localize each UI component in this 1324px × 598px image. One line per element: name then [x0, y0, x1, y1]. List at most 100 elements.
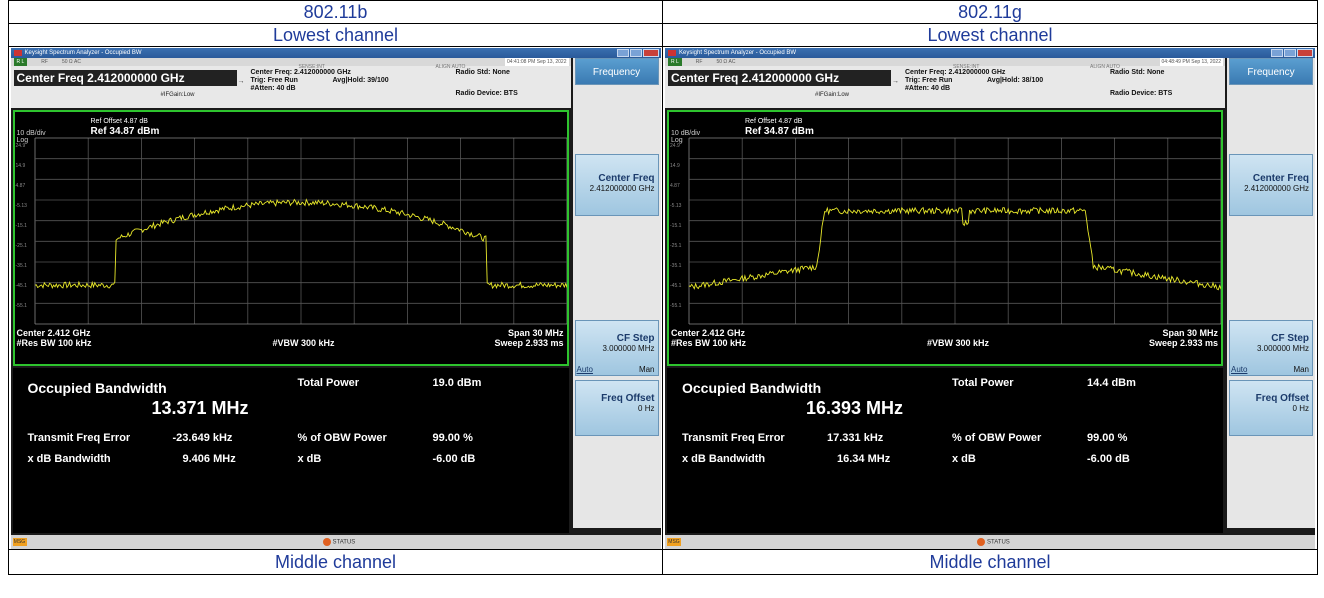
- xdb-bw-label: x dB Bandwidth: [682, 453, 766, 465]
- rf-indicator: RF: [41, 59, 48, 65]
- obw-pct-value: 99.00 %: [432, 432, 473, 444]
- radio-std: Radio Std: None: [455, 69, 510, 76]
- window-controls: [616, 49, 659, 57]
- maximize-icon[interactable]: [629, 49, 642, 57]
- app-logo-icon: [668, 50, 676, 56]
- tfe-value: -23.649 kHz: [172, 432, 233, 444]
- center-freq-info: Center Freq: 2.412000000 GHz: [250, 69, 351, 76]
- window-titlebar: Keysight Spectrum Analyzer - Occupied BW: [665, 48, 1315, 58]
- ref-offset: Ref Offset 4.87 dB: [745, 118, 803, 125]
- scale-type: Log: [16, 137, 29, 144]
- total-power-value: 19.0 dBm: [432, 377, 482, 389]
- results-table: 802.11b 802.11g Lowest channel Lowest ch…: [8, 0, 1318, 575]
- status-button[interactable]: STATUS: [322, 538, 356, 546]
- y-tick-label: 4.87: [15, 183, 26, 189]
- total-power-label: Total Power: [952, 377, 1014, 389]
- settings-info-panel: Center Freq 2.412000000 GHz → #IFGain:Lo…: [10, 64, 571, 108]
- ifgain-label: #IFGain:Low: [815, 92, 850, 98]
- radio-device: Radio Device: BTS: [455, 90, 518, 97]
- y-tick-label: -45.1: [670, 283, 682, 289]
- vbw-label: #VBW 300 kHz: [272, 338, 335, 348]
- cf-step-softkey-value: 3.000000 MHz: [1256, 344, 1309, 353]
- xdb-label: x dB: [297, 453, 322, 465]
- window-controls: [1271, 49, 1313, 57]
- freq-offset-softkey-value: 0 Hz: [1292, 404, 1309, 413]
- window-titlebar: Keysight Spectrum Analyzer - Occupied BW: [10, 48, 661, 58]
- sweep-settings: SENSE:INT ALIGN AUTO Center Freq: 2.4120…: [905, 64, 1120, 93]
- xdb-bw-label: x dB Bandwidth: [27, 453, 111, 465]
- center-freq-box[interactable]: Center Freq 2.412000000 GHz: [13, 70, 237, 86]
- cf-step-softkey[interactable]: CF Step 3.000000 MHz Auto Man: [574, 320, 659, 376]
- trig-info: Trig: Free Run: [250, 77, 298, 84]
- spectrum-plot: [34, 137, 567, 325]
- cf-step-auto[interactable]: Auto: [1231, 365, 1248, 374]
- right-screenshot-cell: Keysight Spectrum Analyzer - Occupied BW…: [662, 46, 1318, 550]
- softkey-panel: Frequency Center Freq 2.412000000 GHz CF…: [572, 58, 661, 528]
- y-tick-label: 14.9: [15, 163, 26, 169]
- scale-per-div: 10 dB/div: [16, 130, 46, 137]
- ref-offset: Ref Offset 4.87 dB: [90, 118, 148, 125]
- settings-info-panel: Center Freq 2.412000000 GHz → #IFGain:Lo…: [665, 64, 1225, 108]
- sweep-label: Sweep 2.933 ms: [1148, 338, 1218, 348]
- freq-offset-softkey[interactable]: Freq Offset 0 Hz: [574, 380, 659, 436]
- spectrum-analyzer-right: Keysight Spectrum Analyzer - Occupied BW…: [665, 48, 1315, 549]
- minimize-icon[interactable]: [1271, 49, 1283, 57]
- minimize-icon[interactable]: [616, 49, 629, 57]
- y-tick-label: -5.13: [15, 203, 27, 209]
- cf-step-softkey[interactable]: CF Step 3.000000 MHz Auto Man: [1229, 320, 1313, 376]
- center-freq-box[interactable]: Center Freq 2.412000000 GHz: [668, 70, 891, 86]
- right-channel-header: Lowest channel: [662, 23, 1318, 47]
- xdb-value: -6.00 dB: [1087, 453, 1130, 465]
- trig-info: Trig: Free Run: [905, 77, 953, 84]
- close-icon[interactable]: [1297, 49, 1313, 57]
- instrument-status-row: R L RF 50 Ω AC 04:48:49 PM Sep 13, 2022: [665, 58, 1225, 66]
- center-freq-softkey[interactable]: Center Freq 2.412000000 GHz: [1229, 154, 1313, 216]
- y-tick-label: -25.1: [15, 243, 27, 249]
- radio-device: Radio Device: BTS: [1110, 90, 1173, 97]
- sense-label: SENSE:INT: [298, 64, 325, 70]
- msg-indicator[interactable]: MSG: [12, 538, 27, 546]
- center-freq-info: Center Freq: 2.412000000 GHz: [905, 69, 1006, 76]
- obw-pct-value: 99.00 %: [1087, 432, 1128, 444]
- arrow-icon: →: [237, 78, 245, 85]
- y-tick-label: -15.1: [670, 223, 682, 229]
- maximize-icon[interactable]: [1284, 49, 1296, 57]
- xdb-value: -6.00 dB: [432, 453, 476, 465]
- rf-indicator: RF: [695, 59, 703, 65]
- bottom-status-bar: MSG STATUS: [10, 535, 661, 549]
- avg-hold-info: Avg|Hold: 38/100: [987, 77, 1044, 84]
- y-tick-label: -35.1: [670, 263, 682, 269]
- obw-pct-label: % of OBW Power: [297, 432, 387, 444]
- y-tick-label: -55.1: [670, 303, 682, 309]
- spectrum-trace: [34, 198, 567, 290]
- obw-label: Occupied Bandwidth: [682, 380, 822, 396]
- cf-step-man[interactable]: Man: [1293, 365, 1309, 374]
- freq-offset-softkey[interactable]: Freq Offset 0 Hz: [1229, 380, 1313, 436]
- close-icon[interactable]: [642, 49, 659, 57]
- status-button[interactable]: STATUS: [977, 538, 1010, 546]
- radio-std: Radio Std: None: [1110, 69, 1165, 76]
- center-freq-softkey-value: 2.412000000 GHz: [1244, 184, 1309, 193]
- cf-step-man[interactable]: Man: [638, 365, 655, 374]
- msg-indicator[interactable]: MSG: [667, 538, 681, 546]
- center-freq-softkey-value: 2.412000000 GHz: [589, 184, 655, 193]
- spectrum-analyzer-left: Keysight Spectrum Analyzer - Occupied BW…: [10, 48, 661, 549]
- sweep-settings: SENSE:INT ALIGN AUTO Center Freq: 2.4120…: [250, 64, 466, 93]
- y-tick-label: 4.87: [670, 183, 680, 189]
- cf-step-auto[interactable]: Auto: [576, 365, 593, 374]
- spectrum-graph: Ref Offset 4.87 dB Ref 34.87 dBm 10 dB/d…: [667, 110, 1223, 366]
- status-label: STATUS: [332, 539, 356, 546]
- instrument-status-row: R L RF 50 Ω AC 04:41:08 PM Sep 13, 2022: [10, 58, 571, 66]
- right-standard-header: 802.11g: [662, 0, 1318, 24]
- menu-title-frequency: Frequency: [574, 58, 659, 85]
- ifgain-label: #IFGain:Low: [160, 92, 195, 98]
- center-freq-softkey[interactable]: Center Freq 2.412000000 GHz: [574, 154, 659, 216]
- window-title: Keysight Spectrum Analyzer - Occupied BW: [679, 50, 797, 56]
- xdb-label: x dB: [952, 453, 976, 465]
- timestamp: 04:48:49 PM Sep 13, 2022: [1159, 58, 1223, 66]
- rl-indicator: R L: [668, 58, 682, 66]
- sweep-label: Sweep 2.933 ms: [494, 338, 564, 348]
- spectrum-trace: [688, 206, 1221, 291]
- y-tick-label: -35.1: [15, 263, 27, 269]
- menu-title-frequency: Frequency: [1229, 58, 1313, 85]
